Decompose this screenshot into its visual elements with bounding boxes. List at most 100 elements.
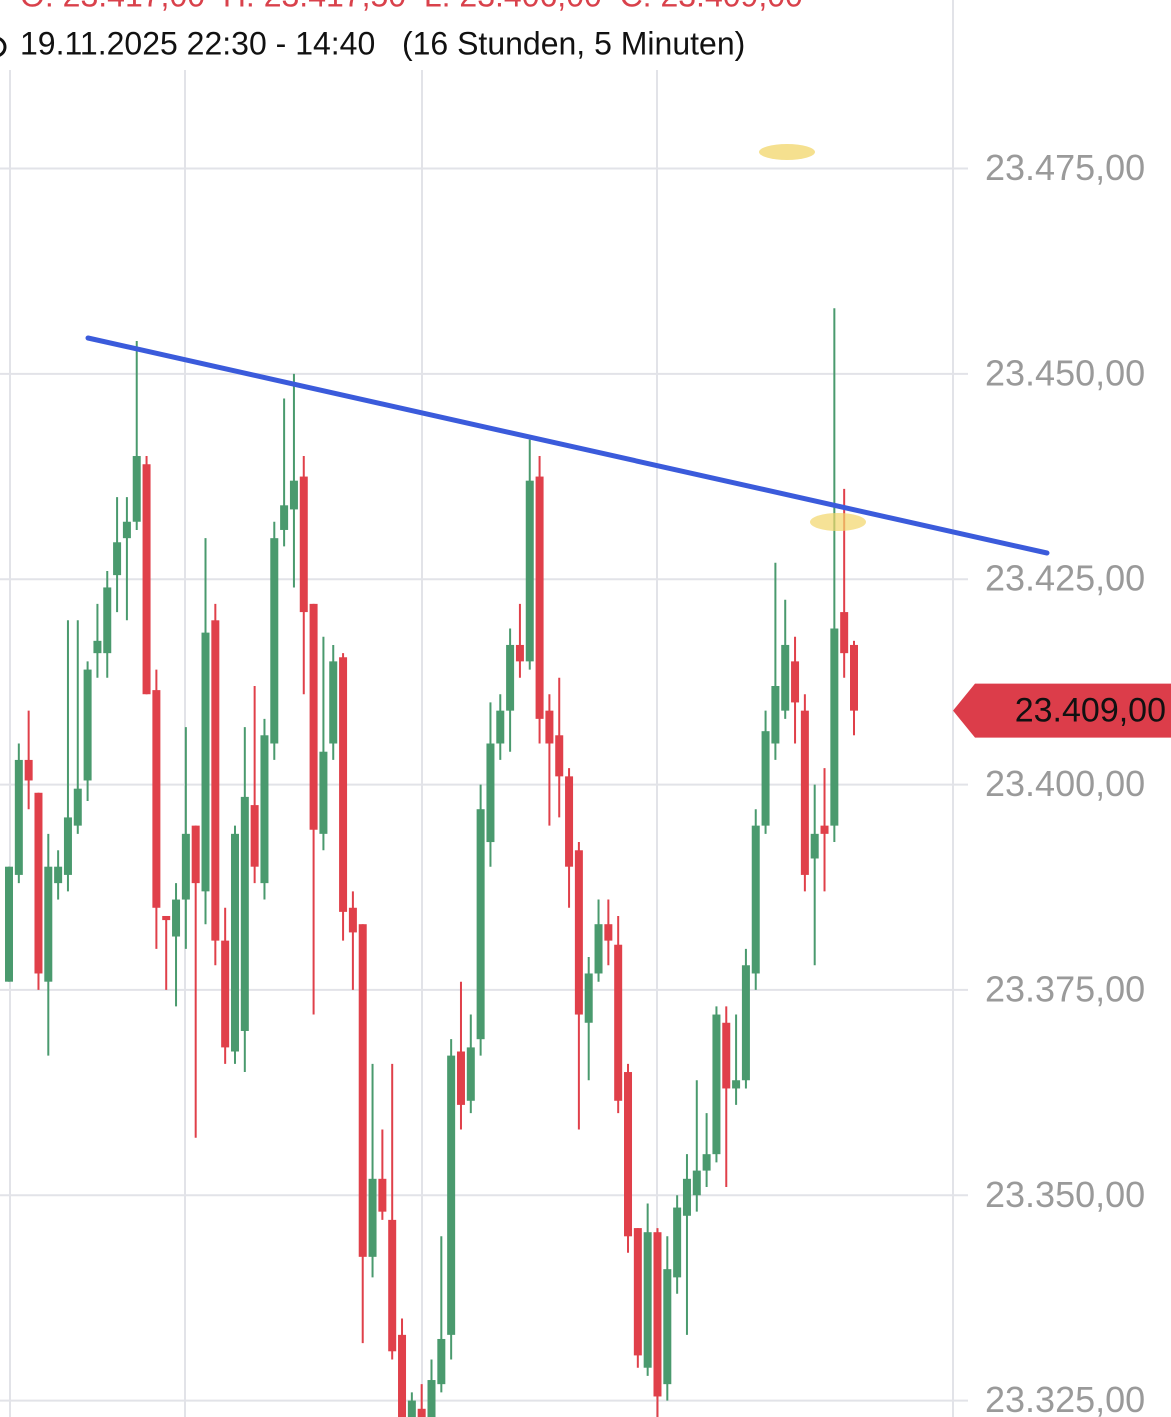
y-tick-label: 23.475,00 [985,147,1145,188]
candle-body [398,1334,407,1417]
candle-body [339,657,348,912]
y-tick-label: 23.425,00 [985,558,1145,599]
candle-body [230,833,239,1052]
candle-body [5,866,13,982]
highlight [759,144,815,160]
candles [5,308,858,1417]
ohlc-header: O: 23.417,00 H: 23.417,50 L: 23.406,00 C… [20,0,803,13]
candle-body [221,940,230,1048]
candle-body [545,710,554,744]
candle-body [34,792,43,974]
candle-body [103,587,112,654]
candle-body [14,759,23,875]
candle-body [280,505,289,530]
y-tick-label: 23.400,00 [985,763,1145,804]
candle-body [427,1380,436,1417]
trend-line [85,335,1050,556]
candle-body [289,480,298,510]
candle-body [692,1170,701,1196]
candle-body [761,731,770,826]
y-tick-label: 23.325,00 [985,1379,1145,1417]
y-tick-label: 23.375,00 [985,968,1145,1009]
candle-body [633,1228,642,1356]
candle-body [201,632,210,892]
candle-body [722,1022,731,1089]
grid [0,0,968,1417]
candle-body [840,612,849,654]
candle-body [830,628,839,826]
candle-body [535,476,544,719]
candle-body [191,825,200,884]
candle-body [113,542,122,576]
candle-body [368,1178,377,1257]
candle-body [142,464,151,695]
candle-body [358,924,367,1257]
candle-body [466,1047,475,1101]
candle-body [506,644,515,711]
candle-body [712,1014,721,1155]
candle-body [574,850,583,1015]
candle-body [93,640,102,654]
candle-body [260,735,269,884]
candle-body [240,796,249,1031]
candle-body [702,1154,711,1171]
candle-body [250,805,259,867]
candle-body [810,833,819,859]
candle-body [152,690,161,908]
last-price-marker [953,683,1171,738]
candle-body [732,1080,741,1089]
candle-body [83,669,92,781]
icon [0,37,7,57]
subtitle: 19.11.2025 22:30 - 14:40 (16 Stunden, 5 … [20,25,745,61]
highlight [810,513,866,531]
candle-body [63,817,72,875]
candle-body [771,686,780,744]
candle-body [525,480,534,662]
candle-body [24,759,33,781]
axis: 23.475,00 23.450,00 23.425,00 23.400,00 23.3… [953,147,1171,1417]
candle-body [515,644,524,662]
candle-body [309,603,318,830]
annotations [85,144,1050,556]
candle-body [172,899,181,937]
candle-body [594,924,603,974]
candle-body [54,866,63,884]
candle-body [437,1338,446,1385]
candle-body [751,825,760,974]
candle-body [329,661,338,744]
candle-body [181,833,190,900]
candle-body [44,866,53,982]
last-price-label: 23.409,00 [1015,692,1166,730]
candle-body [417,1408,426,1417]
candle-body [348,907,357,933]
candle-body [850,644,858,711]
candle-body [476,809,485,1040]
candle-body [299,476,308,613]
candle-body [388,1219,397,1352]
candle-body [378,1178,387,1212]
candle-body [496,710,505,744]
candle-body [800,710,809,875]
candle-body [447,1055,456,1335]
candle-body [73,788,82,826]
candle-body [584,973,593,1023]
candle-body [486,743,495,843]
candle-body [319,751,328,834]
candle-body [407,1400,416,1417]
candle-body [555,735,564,777]
candle-body [456,1051,465,1105]
candle-body [211,620,220,941]
candle-body [653,1232,662,1397]
candle-body [781,644,790,711]
candle-body [741,965,750,1081]
candle-body [673,1207,682,1278]
y-tick-label: 23.450,00 [985,352,1145,393]
candle-body [682,1178,691,1216]
y-tick-label: 23.350,00 [985,1174,1145,1215]
candle-body [820,825,829,834]
candle-body [122,521,131,539]
candle-body [624,1072,633,1237]
candle-body [643,1232,652,1368]
candle-body [162,915,171,921]
